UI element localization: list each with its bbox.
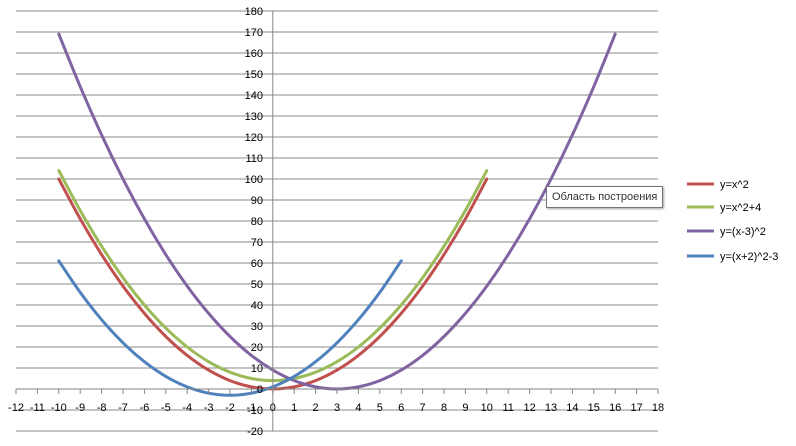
series-line-3[interactable] — [57, 32, 617, 391]
y-tick-label: 140 — [245, 90, 263, 102]
y-tick-label: 70 — [251, 237, 263, 249]
gridlines — [16, 10, 658, 432]
x-tick-label: -6 — [140, 402, 150, 414]
x-tick-label: 9 — [462, 402, 468, 414]
x-tick-label: 6 — [398, 402, 404, 414]
y-tick-label: 80 — [251, 216, 263, 228]
x-tick-label: 16 — [609, 402, 621, 414]
x-tick-label: 4 — [355, 402, 361, 414]
y-tick-label: -10 — [247, 405, 263, 417]
x-tick-label: 11 — [502, 402, 513, 414]
x-tick-label: -10 — [51, 402, 67, 414]
x-tick-label: 13 — [545, 402, 557, 414]
y-tick-label: 90 — [251, 195, 263, 207]
x-tick-label: 2 — [313, 402, 319, 414]
y-tick-labels: -20 -10 0 10 20 30 40 50 60 70 80 90 100 110 120 130 140… — [245, 6, 263, 438]
legend-label-4: y=(x+2)^2-3 — [720, 251, 778, 263]
x-tick-label: -7 — [118, 402, 128, 414]
x-tick-label: -12 — [8, 402, 24, 414]
y-tick-label: 10 — [251, 363, 263, 375]
y-tick-label: 30 — [251, 321, 263, 333]
x-tick-label: 0 — [270, 402, 276, 414]
series-lines — [57, 32, 617, 397]
x-tick-label: 7 — [420, 402, 426, 414]
y-tick-label: 20 — [251, 342, 263, 354]
y-tick-label: 120 — [245, 132, 263, 144]
x-tick-label: 3 — [334, 402, 340, 414]
x-tick-label: -5 — [161, 402, 171, 414]
x-tick-label: -9 — [75, 402, 85, 414]
x-tick-label: 14 — [566, 402, 578, 414]
y-tick-label: 110 — [245, 153, 263, 165]
y-tick-label: 160 — [245, 48, 263, 60]
legend-label-3: y=(x-3)^2 — [720, 226, 766, 238]
x-tick-label: 17 — [630, 402, 642, 414]
y-tick-label: 40 — [251, 300, 263, 312]
legend[interactable]: y=x^2 y=x^2+4 y=(x-3)^2 y=(x+2)^2-3 — [687, 179, 778, 263]
axes — [15, 10, 659, 432]
legend-label-1: y=x^2 — [720, 179, 749, 191]
y-tick-label: 150 — [245, 69, 263, 81]
x-tick-label: -4 — [182, 402, 192, 414]
x-tick-label: -2 — [225, 402, 235, 414]
x-tick-label: 10 — [481, 402, 493, 414]
y-tick-label: 50 — [251, 279, 263, 291]
y-tick-label: 60 — [251, 258, 263, 270]
y-tick-label: 100 — [245, 174, 263, 186]
y-tick-label: 0 — [257, 384, 263, 396]
x-tick-label: 5 — [377, 402, 383, 414]
x-tick-label: -8 — [97, 402, 107, 414]
y-tick-label: -20 — [247, 426, 263, 438]
x-tick-label: 18 — [652, 402, 664, 414]
y-tick-label: 130 — [245, 111, 263, 123]
x-tick-label: -3 — [204, 402, 214, 414]
series-line-4[interactable] — [57, 259, 403, 397]
x-tick-label: -11 — [30, 402, 45, 414]
x-tick-labels: -12 -11 -10 -9 -8 -7 -6 -5 -4 -3 -2 -1 0 1 2 3 4 5 6 7 8 9 10 1… — [8, 402, 664, 414]
x-tick-label: -1 — [247, 402, 257, 414]
x-tick-label: 12 — [523, 402, 535, 414]
legend-label-2: y=x^2+4 — [720, 202, 761, 214]
y-tick-label: 170 — [245, 27, 263, 39]
y-tick-label: 180 — [245, 6, 263, 18]
x-tick-label: 8 — [441, 402, 447, 414]
x-tick-label: 1 — [291, 402, 297, 414]
x-tick-label: 15 — [588, 402, 600, 414]
plot-area-tooltip: Область построения — [546, 186, 664, 208]
